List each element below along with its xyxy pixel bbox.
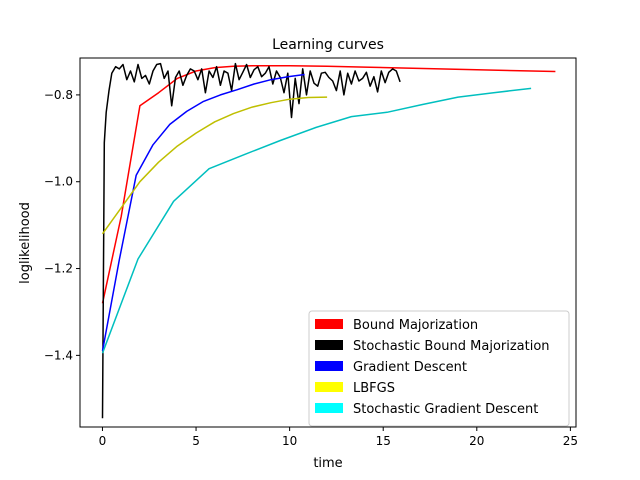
y-axis-ticks: −1.4 −1.2 −1.0 −0.8 [44,88,80,362]
x-tick-label: 15 [376,434,391,448]
plot-frame [79,57,577,428]
legend-label: Bound Majorization [353,318,478,333]
legend-label: Gradient Descent [353,360,467,375]
series-line-stochastic-bound-majorization [101,62,401,419]
legend: Bound Majorization Stochastic Bound Major… [308,310,570,427]
chart-title: Learning curves [272,37,384,53]
series-line-gradient-descent [101,73,305,352]
legend-swatch [315,382,343,392]
series-line-bound-majorization [101,65,556,304]
x-tick-label: 20 [469,434,484,448]
legend-swatch [315,361,343,371]
x-tick-label: 0 [99,434,107,448]
legend-swatch [315,403,343,413]
series-line-stochastic-gradient-descent [101,87,532,354]
legend-label: Stochastic Gradient Descent [353,402,538,417]
x-tick-label: 10 [282,434,297,448]
y-tick-label: −1.2 [44,262,73,276]
y-tick-label: −0.8 [44,88,73,102]
y-axis-label: loglikelihood [18,202,33,284]
legend-swatch [315,319,343,329]
series-lines [101,62,556,419]
x-axis-label: time [313,456,342,471]
y-tick-label: −1.4 [44,348,73,362]
legend-label: Stochastic Bound Majorization [353,339,550,354]
x-tick-label: 25 [563,434,578,448]
series-line-lbfgs [101,96,328,235]
x-tick-label: 5 [192,434,200,448]
legend-label: LBFGS [353,381,395,396]
legend-swatch [315,340,343,350]
legend-box [308,310,570,427]
y-tick-label: −1.0 [44,175,73,189]
x-axis-ticks: 0 5 10 15 20 25 [99,427,578,448]
